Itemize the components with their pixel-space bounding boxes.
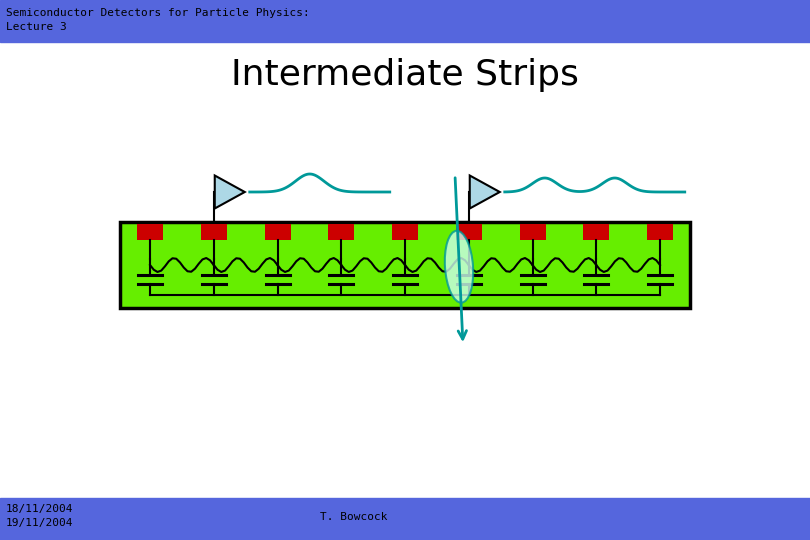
Text: T. Bowcock: T. Bowcock — [320, 512, 387, 522]
Bar — [392, 224, 418, 240]
Bar — [137, 224, 163, 240]
Text: Semiconductor Detectors for Particle Physics:
Lecture 3: Semiconductor Detectors for Particle Phy… — [6, 8, 309, 32]
Bar — [328, 224, 354, 240]
Bar — [583, 224, 609, 240]
Ellipse shape — [445, 231, 473, 302]
Bar — [647, 224, 673, 240]
Bar — [456, 224, 482, 240]
Bar — [519, 224, 545, 240]
Bar — [201, 224, 227, 240]
Bar — [265, 224, 291, 240]
Text: 18/11/2004
19/11/2004: 18/11/2004 19/11/2004 — [6, 504, 74, 528]
Polygon shape — [470, 176, 500, 208]
Bar — [0, 0, 810, 42]
Bar — [120, 222, 690, 308]
Bar — [0, 498, 810, 540]
Polygon shape — [215, 176, 245, 208]
Text: Intermediate Strips: Intermediate Strips — [231, 58, 579, 92]
